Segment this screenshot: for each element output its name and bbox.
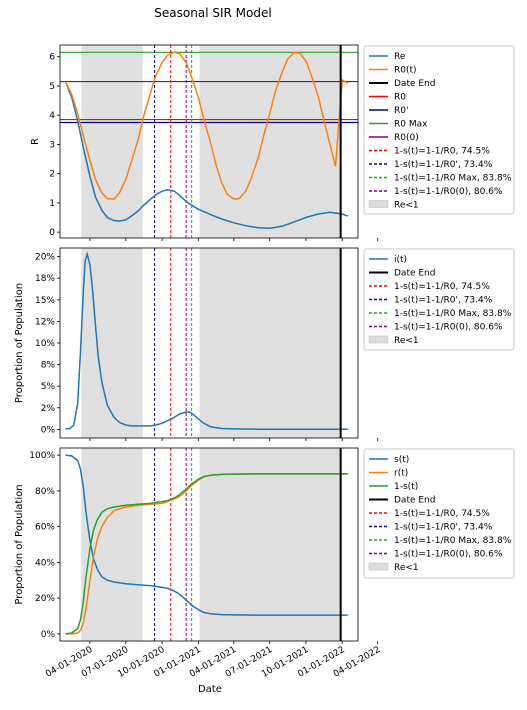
y-tick-label: 3	[49, 140, 55, 150]
y-tick-label: 20%	[35, 594, 55, 604]
legend-label: Date End	[394, 79, 435, 89]
legend-box	[363, 45, 515, 215]
legend-box	[363, 448, 515, 579]
y-tick-label: 60%	[35, 523, 55, 533]
re-below-1-span-2	[199, 448, 341, 641]
y-tick-label: 0	[49, 228, 55, 238]
legend-label: 1-s(t)=1-1/R0 Max, 83.8%	[394, 309, 512, 319]
y-tick-label: 10%	[35, 339, 55, 349]
series-i-t-	[65, 251, 348, 431]
series-1-s-t-	[65, 473, 348, 635]
panel-2: 0% 2% 5% 8% 10% 12% 15% 18% 20% Proportion of Pop…	[14, 247, 379, 441]
chart-title: Seasonal SIR Model	[154, 6, 271, 20]
legend-swatch	[368, 200, 389, 208]
y-tick-label: 5%	[41, 382, 56, 392]
legend-label: Re<1	[394, 201, 419, 211]
legend-label: r(t)	[394, 469, 408, 479]
panel-plot-area	[65, 248, 348, 438]
legend-label: Date End	[394, 496, 435, 506]
y-axis-label: R	[30, 138, 41, 145]
legend-swatch	[368, 562, 389, 571]
panel-3: 0% 20% 40% 60% 80% 100% Proportion of Populati…	[14, 447, 382, 680]
y-tick-label: 4	[49, 111, 55, 121]
panel-plot-area	[60, 45, 358, 238]
y-tick-label: 6	[49, 53, 55, 63]
legend-label: R0'	[394, 106, 408, 116]
legend-label: R0(t)	[394, 66, 417, 76]
legend-label: 1-s(t)=1-1/R0, 74.5%	[394, 282, 490, 292]
y-tick-label: 40%	[35, 558, 55, 568]
legend-label: Re<1	[394, 336, 419, 346]
legend-label: 1-s(t)=1-1/R0', 73.4%	[394, 296, 493, 306]
axes-frame	[59, 44, 359, 239]
legend-label: Re<1	[394, 563, 419, 573]
legend-label: R0(0)	[394, 133, 419, 143]
y-tick-label: 12%	[35, 317, 55, 327]
legend-label: 1-s(t)=1-1/R0 Max, 83.8%	[394, 536, 512, 546]
y-tick-label: 2	[49, 170, 55, 180]
legend-label: i(t)	[394, 255, 407, 265]
y-tick-label: 2%	[41, 404, 56, 414]
x-axis-label: Date	[198, 684, 222, 695]
re-below-1-span-1	[81, 45, 143, 238]
legend-label: 1-s(t)=1-1/R0 Max, 83.8%	[394, 174, 512, 184]
legend-label: 1-s(t)=1-1/R0(0), 80.6%	[394, 323, 503, 333]
panel-1: 0 1 2 3 4 5 6 R	[30, 44, 379, 241]
legend-1: Re R0(t) Date End R0 R0' R0 Max R0(0) 1-s(t)=1-…	[363, 45, 515, 215]
legend-swatch	[368, 335, 389, 344]
y-tick-label: 20%	[35, 253, 55, 263]
y-tick-label: 5	[49, 82, 55, 92]
y-tick-label: 8%	[41, 361, 56, 371]
legend-label: 1-s(t)=1-1/R0(0), 80.6%	[394, 187, 503, 197]
y-tick-label: 15%	[35, 296, 55, 306]
legend-2: i(t) Date End 1-s(t)=1-1/R0, 74.5% 1-s(t)=1…	[363, 248, 515, 351]
legend-3: s(t) r(t) 1-s(t) Date End 1-s(t)=1-1/R0, 74.…	[363, 448, 515, 579]
re-below-1-span-2	[199, 45, 341, 238]
panel-plot-area	[65, 448, 348, 641]
legend-label: Re	[394, 52, 406, 62]
y-tick-label: 0%	[41, 630, 56, 640]
y-tick-label: 1	[49, 199, 55, 209]
legend-label: Date End	[394, 269, 435, 279]
legend-label: 1-s(t)=1-1/R0', 73.4%	[394, 523, 493, 533]
axes-frame	[59, 447, 359, 642]
legend-label: R0 Max	[394, 120, 428, 130]
legend-label: R0	[394, 93, 406, 103]
y-tick-label: 0%	[41, 425, 56, 435]
series-r0-t-	[64, 51, 349, 200]
legend-label: s(t)	[394, 455, 409, 465]
legend-label: 1-s(t)=1-1/R0', 73.4%	[394, 160, 493, 170]
y-axis-label: Proportion of Population	[14, 484, 25, 604]
y-tick-label: 80%	[35, 487, 55, 497]
y-tick-label: 18%	[35, 274, 55, 284]
series-re	[64, 81, 349, 230]
legend-box	[363, 248, 515, 351]
legend-label: 1-s(t)=1-1/R0, 74.5%	[394, 147, 490, 157]
series-s-t-	[65, 454, 348, 616]
legend-label: 1-s(t)=1-1/R0(0), 80.6%	[394, 550, 503, 560]
re-below-1-span-2	[199, 248, 341, 438]
legend-label: 1-s(t)=1-1/R0, 74.5%	[394, 509, 490, 519]
re-below-1-span-1	[81, 448, 143, 641]
y-tick-label: 100%	[29, 451, 55, 461]
y-axis-label: Proportion of Population	[14, 283, 25, 403]
legend-label: 1-s(t)	[394, 482, 418, 492]
